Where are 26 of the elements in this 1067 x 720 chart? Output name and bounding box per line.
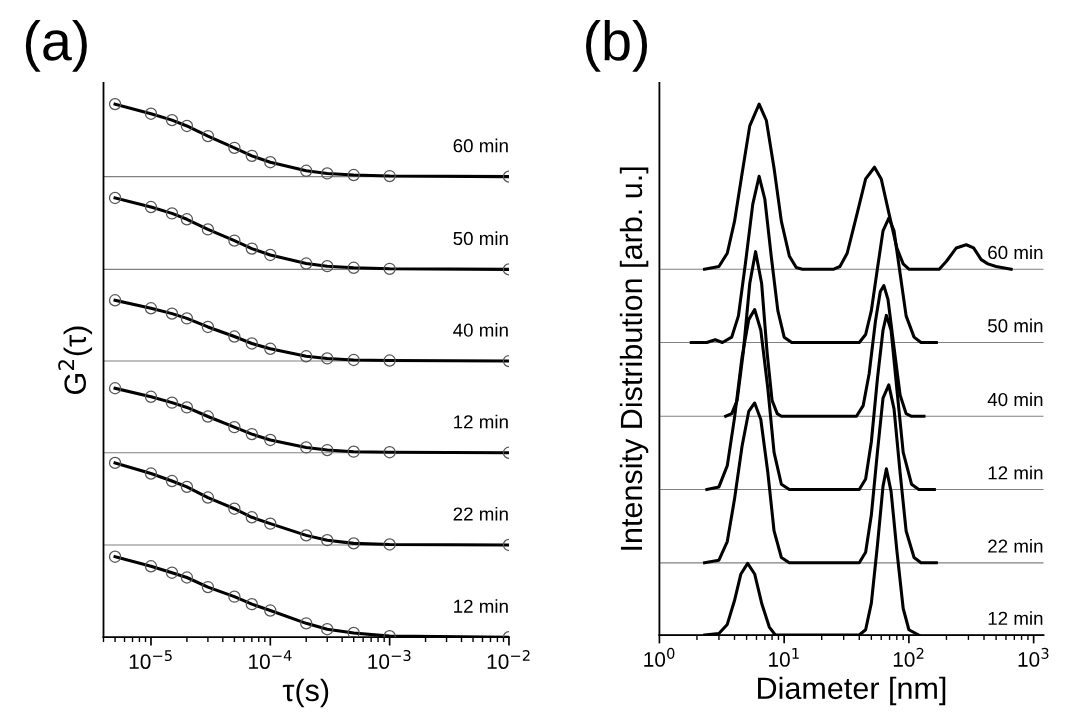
x-tick-label: 10$^{2}$ — [893, 647, 924, 667]
x-tick-label: 10$^{−2}$ — [487, 650, 530, 670]
ref-line-label: 50 min — [988, 318, 1043, 333]
series-label: 50 min — [453, 231, 508, 246]
chart-title: (b) — [586, 19, 648, 72]
x-tick-label: 10$^{−4}$ — [249, 650, 292, 670]
series-label: 40 min — [453, 323, 508, 337]
x-tick-label: 10$^{0}$ — [644, 647, 675, 667]
chart-title: (a) — [25, 19, 87, 72]
series-label: 22 min — [453, 506, 508, 521]
x-axis-title: τ(s) — [282, 678, 329, 708]
x-tick-label: 10$^{3}$ — [1018, 647, 1049, 667]
x-tick-label: 10$^{−5}$ — [129, 650, 172, 670]
series-label: 60 min — [453, 138, 508, 153]
ref-line-label: 22 min — [988, 538, 1043, 553]
ref-line-label: 60 min — [988, 245, 1043, 260]
series-label: 12 min — [454, 414, 508, 429]
ref-line-label: 12 min — [988, 465, 1043, 480]
x-tick-label: 10$^{−3}$ — [368, 650, 411, 670]
ref-line-label: 40 min — [987, 392, 1043, 407]
ref-line-label: 12 min — [988, 611, 1043, 625]
y-axis-title: G$^{2}$(τ) — [58, 326, 93, 395]
y-axis-title: Intensity Distribution [arb. u.] — [619, 167, 649, 550]
x-tick-label: 10$^{1}$ — [769, 648, 799, 667]
x-axis-title: Diameter [nm] — [758, 676, 946, 706]
series-label: 12 min — [454, 599, 508, 613]
